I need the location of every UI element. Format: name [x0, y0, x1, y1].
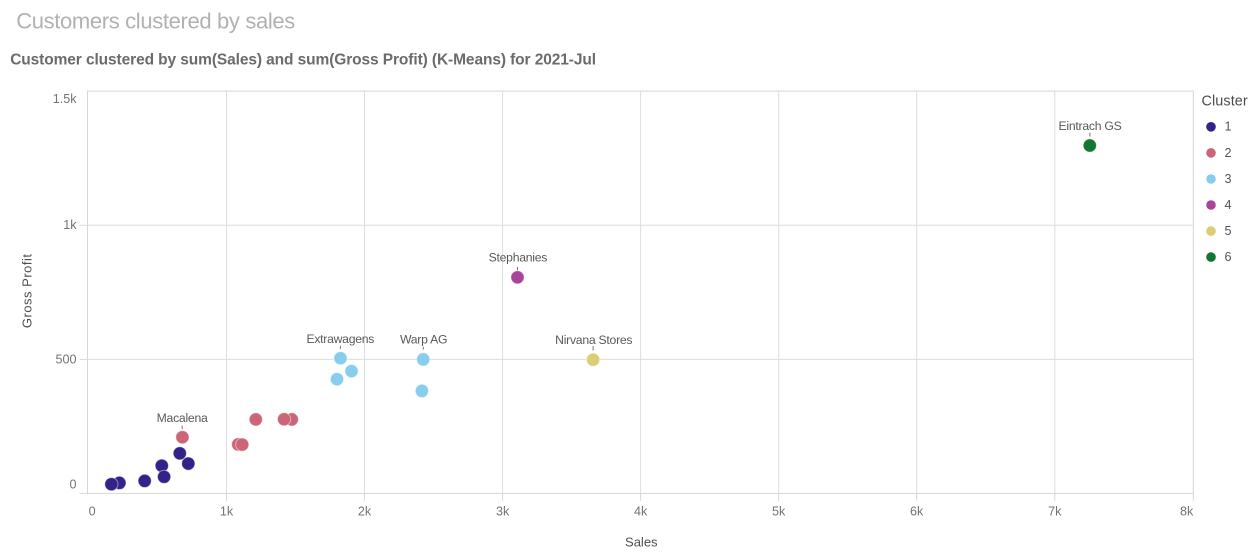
svg-text:1k: 1k	[220, 505, 234, 519]
svg-text:Customer clustered by sum(Sale: Customer clustered by sum(Sales) and sum…	[10, 52, 596, 69]
svg-text:6k: 6k	[910, 505, 924, 519]
svg-text:Gross Profit: Gross Profit	[20, 253, 35, 328]
svg-text:Cluster: Cluster	[1202, 94, 1248, 110]
svg-text:Stephanies: Stephanies	[489, 251, 548, 265]
svg-text:2: 2	[1225, 146, 1232, 160]
svg-text:5k: 5k	[772, 505, 786, 519]
svg-text:4k: 4k	[634, 505, 648, 519]
svg-text:1: 1	[1225, 120, 1232, 134]
svg-text:500: 500	[55, 352, 76, 366]
svg-text:5: 5	[1225, 224, 1232, 238]
svg-text:Warp AG: Warp AG	[400, 333, 447, 347]
svg-text:Customers clustered by sales: Customers clustered by sales	[16, 9, 295, 34]
svg-text:0: 0	[89, 505, 96, 519]
svg-text:7k: 7k	[1048, 505, 1062, 519]
svg-text:3k: 3k	[496, 505, 510, 519]
svg-text:Sales: Sales	[625, 535, 658, 550]
svg-text:0: 0	[69, 478, 76, 492]
svg-text:8k: 8k	[1180, 505, 1194, 519]
svg-text:Nirvana Stores: Nirvana Stores	[555, 333, 632, 347]
svg-text:Eintrach GS: Eintrach GS	[1059, 119, 1122, 133]
svg-text:1.5k: 1.5k	[53, 92, 78, 106]
svg-text:Extrawagens: Extrawagens	[306, 332, 374, 346]
svg-text:Macalena: Macalena	[157, 411, 208, 425]
svg-text:4: 4	[1225, 198, 1232, 212]
svg-text:1k: 1k	[63, 218, 77, 232]
svg-text:2k: 2k	[358, 505, 372, 519]
svg-text:3: 3	[1225, 172, 1232, 186]
svg-text:6: 6	[1225, 250, 1232, 264]
